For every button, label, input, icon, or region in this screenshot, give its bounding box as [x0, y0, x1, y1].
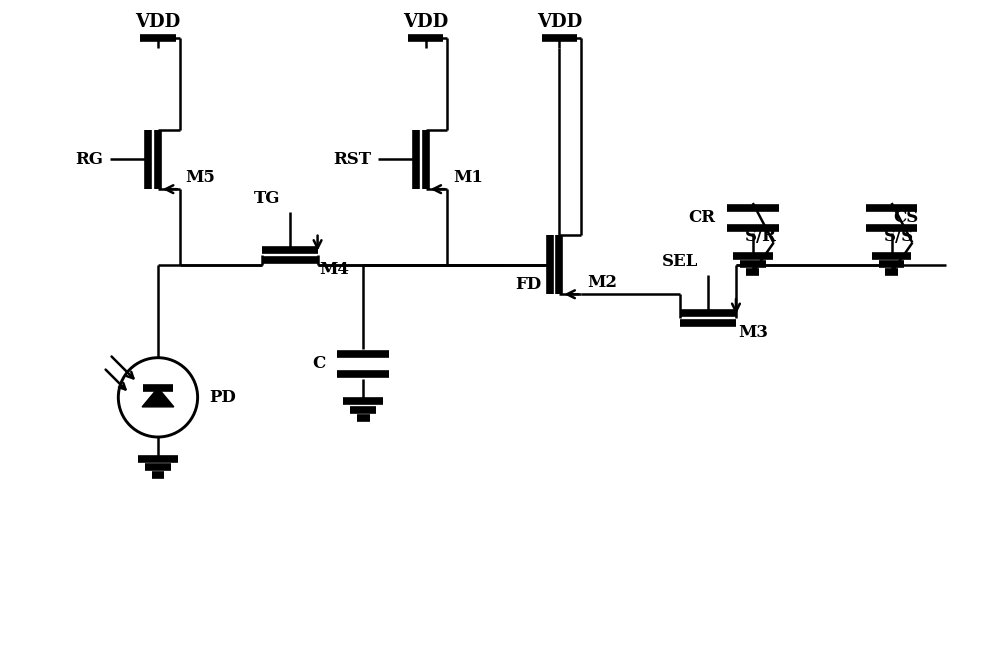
Text: M3: M3 — [738, 324, 768, 342]
Text: RST: RST — [333, 151, 371, 168]
Text: M1: M1 — [453, 169, 483, 186]
Text: CS: CS — [894, 209, 919, 226]
Text: VDD: VDD — [135, 13, 181, 30]
Text: M2: M2 — [587, 274, 617, 291]
Text: PD: PD — [210, 389, 236, 406]
Text: SEL: SEL — [662, 253, 698, 270]
Text: FD: FD — [515, 276, 541, 293]
Text: S/R: S/R — [745, 228, 777, 245]
Polygon shape — [142, 388, 174, 407]
Text: CR: CR — [688, 209, 715, 226]
Text: S/S: S/S — [884, 228, 914, 245]
Text: TG: TG — [253, 189, 280, 207]
Text: VDD: VDD — [403, 13, 448, 30]
Text: C: C — [312, 355, 326, 372]
Text: M4: M4 — [320, 261, 349, 278]
Text: VDD: VDD — [537, 13, 582, 30]
Text: M5: M5 — [186, 169, 216, 186]
Text: RG: RG — [75, 151, 103, 168]
